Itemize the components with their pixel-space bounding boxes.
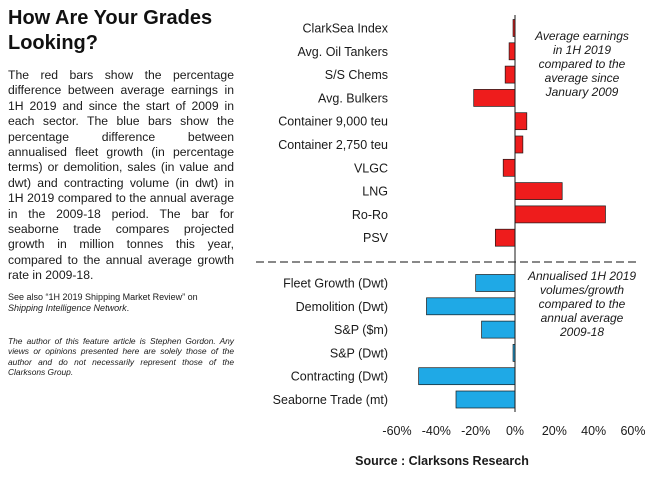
bar-ro-ro	[514, 205, 606, 224]
annotation-line: in 1H 2019	[553, 43, 611, 57]
see-also-suffix: .	[126, 302, 130, 313]
x-tick-label: 40%	[581, 424, 606, 438]
bar-seaborne-trade-mt-	[455, 390, 516, 409]
category-label: Container 2,750 teu	[278, 138, 388, 152]
x-axis-ticks: -60% -40% -20% 0% 20% 40% 60%	[382, 424, 645, 438]
category-label: Avg. Oil Tankers	[297, 45, 388, 59]
grades-bar-chart: ClarkSea Index Avg. Oil Tankers S/S Chems A…	[256, 15, 646, 468]
category-label: S&P (Dwt)	[330, 346, 388, 360]
annotation-line: January 2009	[545, 85, 619, 99]
x-tick-label: -60%	[382, 424, 411, 438]
category-label: Seaborne Trade (mt)	[273, 393, 388, 407]
article-body: The red bars show the percentage differe…	[8, 68, 234, 283]
bar-container-9-000-teu	[514, 112, 528, 131]
x-tick-label: -40%	[422, 424, 451, 438]
annotation-line: annual average	[541, 311, 624, 325]
category-label: LNG	[362, 185, 388, 199]
bar-layer	[418, 19, 606, 409]
article-text-panel: How Are Your Grades Looking? The red bar…	[8, 6, 234, 378]
see-also-note: See also “1H 2019 Shipping Market Review…	[8, 292, 234, 314]
author-disclaimer: The author of this feature article is St…	[8, 335, 234, 378]
category-label: ClarkSea Index	[303, 22, 389, 36]
annotation-line: Average earnings	[534, 29, 629, 43]
category-label: S&P ($m)	[334, 323, 388, 337]
bar-container-2-750-teu	[514, 135, 524, 154]
x-tick-label: -20%	[461, 424, 490, 438]
chart-source: Source : Clarksons Research	[355, 454, 529, 468]
x-tick-label: 0%	[506, 424, 524, 438]
bar-psv	[494, 228, 516, 247]
category-label: PSV	[363, 231, 389, 245]
annotation-line: Annualised 1H 2019	[527, 269, 636, 283]
category-label: Contracting (Dwt)	[291, 370, 388, 384]
annotation-line: compared to the	[539, 297, 626, 311]
bar-s-s-chems	[504, 65, 516, 84]
see-also-link[interactable]: Shipping Intelligence Network	[8, 302, 127, 313]
category-label: VLGC	[354, 161, 388, 175]
x-tick-label: 60%	[620, 424, 645, 438]
category-label: Avg. Bulkers	[318, 91, 388, 105]
annotation-line: volumes/growth	[540, 283, 624, 297]
bar-vlgc	[502, 158, 516, 177]
annotation-line: 2009-18	[559, 325, 604, 339]
category-label: Demolition (Dwt)	[296, 300, 388, 314]
bar-s-p-m-	[481, 320, 516, 339]
category-label: Container 9,000 teu	[278, 115, 388, 129]
bar-fleet-growth-dwt-	[475, 274, 516, 292]
see-also-prefix: See also “1H 2019 Shipping Market Review…	[8, 291, 198, 302]
category-label: Ro-Ro	[352, 208, 388, 222]
bar-contracting-dwt-	[418, 367, 516, 386]
annotation-line: average since	[545, 71, 620, 85]
category-label: Fleet Growth (Dwt)	[283, 277, 388, 291]
category-labels: ClarkSea Index Avg. Oil Tankers S/S Chems A…	[273, 22, 389, 408]
bar-lng	[514, 182, 563, 200]
x-tick-label: 20%	[542, 424, 567, 438]
article-title: How Are Your Grades Looking?	[8, 7, 213, 54]
category-label: S/S Chems	[325, 68, 388, 82]
bar-demolition-dwt-	[426, 297, 516, 316]
annotation-line: compared to the	[539, 57, 626, 71]
bar-avg-bulkers	[473, 89, 516, 107]
bar-avg-oil-tankers	[508, 42, 516, 61]
